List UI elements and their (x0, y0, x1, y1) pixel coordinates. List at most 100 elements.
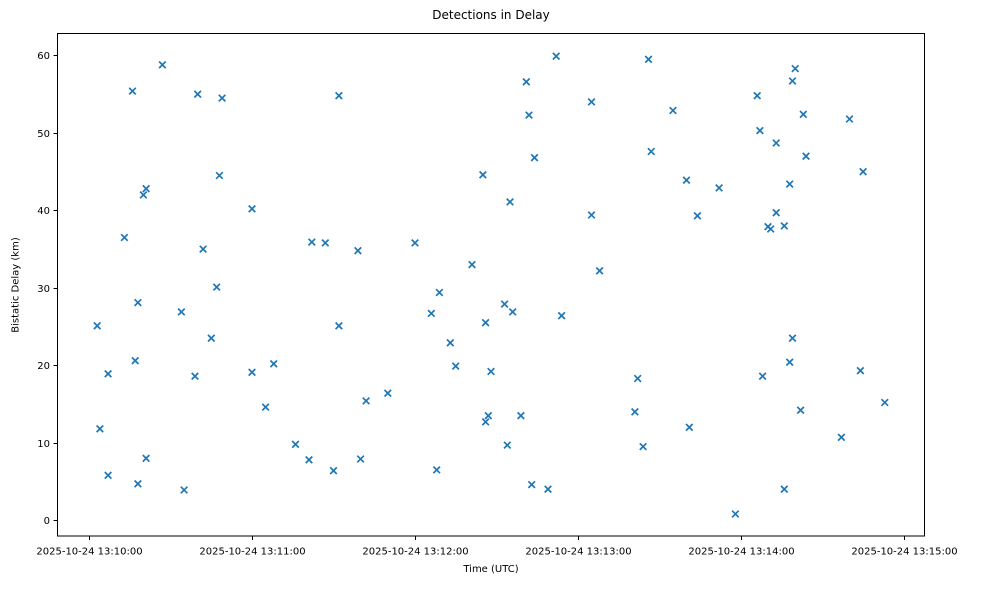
y-tick-label: 60 (37, 51, 50, 62)
data-point-marker (630, 407, 639, 416)
data-point-marker (682, 176, 691, 185)
data-point-marker (133, 298, 142, 307)
data-point-marker (104, 369, 113, 378)
data-point-marker (307, 238, 316, 247)
x-tick-label: 2025-10-24 13:15:00 (851, 547, 957, 558)
data-point-marker (544, 485, 552, 494)
data-point-marker (93, 321, 102, 330)
data-point-marker (845, 115, 854, 123)
data-point-marker (880, 398, 889, 407)
data-point-marker (508, 307, 517, 316)
data-point-marker (506, 197, 514, 206)
x-tick-label: 2025-10-24 13:12:00 (362, 547, 468, 558)
data-point-marker (503, 441, 512, 450)
data-point-marker (180, 486, 189, 494)
y-tick-label: 0 (44, 516, 50, 527)
data-point-marker (120, 233, 129, 242)
data-point-marker (261, 403, 270, 412)
data-point-marker (131, 356, 140, 365)
data-point-marker (766, 225, 775, 233)
data-point-marker (207, 334, 216, 343)
data-point-marker (481, 417, 490, 426)
data-point-marker (291, 440, 300, 449)
data-point-marker (669, 106, 677, 115)
x-tick-label: 2025-10-24 13:10:00 (36, 547, 142, 558)
data-point-marker (552, 52, 561, 61)
data-point-marker (432, 465, 441, 474)
data-point-marker (587, 97, 596, 106)
data-point-marker (647, 147, 656, 156)
data-point-marker (478, 170, 487, 179)
data-point-marker (356, 455, 365, 463)
data-point-marker (215, 171, 224, 180)
y-tick-label: 50 (37, 129, 50, 140)
y-tick-label: 10 (37, 439, 50, 450)
y-axis-ticks: 0 10 20 30 40 50 60 (37, 51, 57, 527)
data-point-marker (557, 311, 566, 320)
data-point-marker (796, 406, 805, 415)
data-point-marker (128, 87, 137, 96)
data-point-marker (693, 211, 702, 220)
data-point-marker (780, 485, 789, 494)
data-point-marker (859, 167, 868, 176)
x-tick-label: 2025-10-24 13:13:00 (525, 547, 631, 558)
data-point-marker (595, 266, 604, 275)
data-point-marker (435, 288, 444, 297)
data-point-marker (530, 153, 539, 162)
data-point-marker (334, 321, 343, 330)
data-point-marker (772, 139, 781, 147)
data-point-marker (212, 283, 221, 292)
data-point-marker (481, 318, 490, 327)
data-point-marker (758, 372, 767, 381)
data-point-marker (731, 510, 740, 518)
data-point-marker (753, 91, 762, 100)
data-point-marker (334, 91, 343, 100)
data-point-marker (587, 211, 596, 219)
data-point-marker (104, 471, 113, 480)
data-point-marker (788, 334, 797, 343)
data-point-marker (715, 183, 724, 192)
data-point-marker (248, 204, 256, 213)
data-point-marker (484, 411, 493, 420)
data-point-marker (139, 190, 148, 199)
data-point-marker (329, 466, 338, 475)
y-tick-label: 30 (37, 284, 50, 295)
data-point-marker (362, 396, 371, 405)
x-tick-label: 2025-10-24 13:11:00 (199, 547, 305, 558)
data-point-marker (218, 94, 227, 103)
data-point-marker (788, 77, 797, 85)
data-point-marker (633, 374, 642, 383)
data-point-marker (644, 55, 653, 64)
data-points (93, 52, 889, 518)
data-point-marker (516, 411, 525, 420)
data-point-marker (248, 368, 256, 377)
data-point-marker (522, 77, 531, 86)
data-point-marker (755, 126, 764, 135)
data-point-marker (527, 480, 536, 489)
data-point-marker (802, 152, 810, 161)
data-point-marker (133, 479, 142, 488)
data-point-marker (142, 454, 151, 463)
y-tick-label: 20 (37, 361, 50, 372)
data-point-marker (199, 245, 208, 254)
data-point-marker (525, 111, 533, 120)
data-point-marker (468, 260, 476, 269)
data-point-marker (785, 358, 794, 367)
data-point-marker (269, 359, 278, 368)
x-axis-ticks: 2025-10-24 13:10:00 2025-10-24 13:11:00 20… (36, 536, 958, 558)
data-point-marker (791, 64, 800, 73)
data-point-marker (427, 309, 436, 318)
plot-border (57, 33, 925, 537)
data-point-marker (451, 362, 460, 371)
data-point-marker (500, 300, 509, 309)
x-tick-label: 2025-10-24 13:14:00 (688, 547, 794, 558)
data-point-marker (685, 423, 694, 432)
data-point-marker (158, 60, 167, 69)
data-point-marker (353, 246, 362, 255)
data-point-marker (446, 338, 455, 347)
data-point-marker (305, 455, 313, 464)
data-point-marker (95, 424, 104, 433)
data-point-marker (772, 208, 781, 217)
